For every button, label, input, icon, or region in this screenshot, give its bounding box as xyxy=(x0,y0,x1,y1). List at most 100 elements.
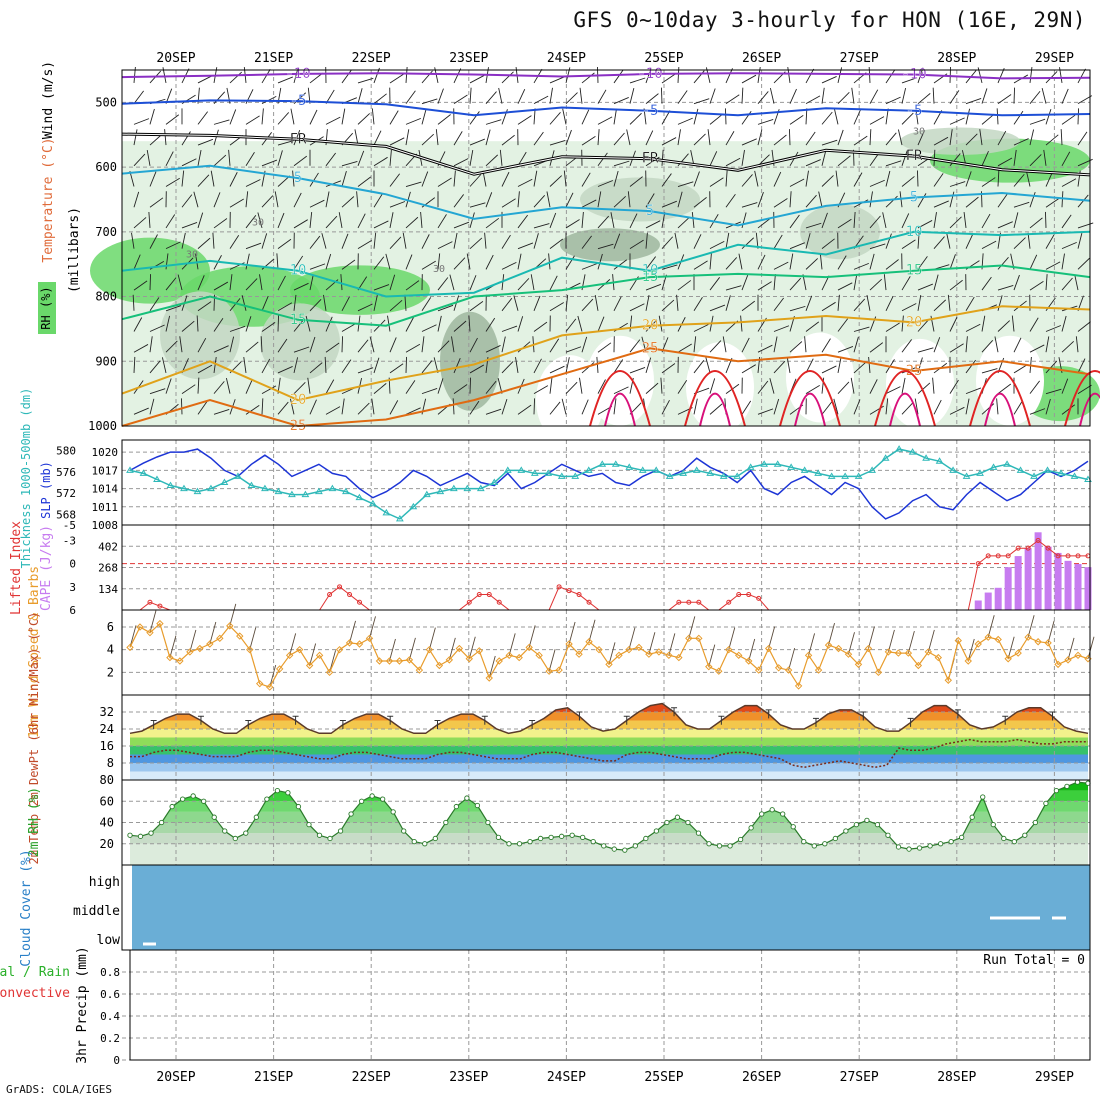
wind-barb xyxy=(501,336,506,353)
wind-barb xyxy=(293,318,305,332)
wind-barb xyxy=(869,278,883,291)
wind-barb xyxy=(1029,344,1045,353)
wind-speed-point xyxy=(315,651,324,660)
wind-speed-point xyxy=(774,664,783,672)
wind-barb-10m xyxy=(309,643,317,666)
wind-barb xyxy=(181,384,196,395)
wind-speed-point xyxy=(555,666,563,674)
cape-tick: 402 xyxy=(98,540,118,553)
wind-barb xyxy=(229,274,233,291)
wind-barb xyxy=(786,357,791,374)
lifted-point xyxy=(1015,545,1021,551)
wind-barb xyxy=(498,87,503,104)
wind-barb xyxy=(501,171,510,187)
wind-barb xyxy=(885,398,889,415)
wind-barb xyxy=(821,365,837,374)
thickness-point xyxy=(773,460,782,467)
wind-barb xyxy=(579,87,583,104)
wind-barb xyxy=(501,398,508,415)
wind-speed-point xyxy=(1024,633,1032,641)
thickness-point xyxy=(679,469,688,476)
wind-barb xyxy=(949,191,955,208)
wind-barb xyxy=(837,381,850,394)
wind-speed-point xyxy=(964,657,972,665)
wind-barb xyxy=(1061,114,1076,125)
wind-barb-10m xyxy=(1007,636,1015,659)
wind-barb xyxy=(821,175,834,187)
wind-barb xyxy=(228,149,231,166)
rh-blob xyxy=(580,177,700,222)
wind-barb xyxy=(629,303,645,312)
wind-barb xyxy=(933,136,949,146)
wind-barb xyxy=(629,239,644,250)
wind-barb xyxy=(357,113,371,125)
rh-2m-point xyxy=(169,803,175,810)
wind-barb xyxy=(371,108,375,125)
wind-speed-point xyxy=(1064,656,1072,664)
rh-2m-point xyxy=(453,803,460,810)
rh-2m-point xyxy=(937,841,944,847)
wind-barb-10m xyxy=(788,647,796,671)
wind-barb xyxy=(769,378,775,394)
wind-barb xyxy=(581,211,584,228)
wind-barb xyxy=(357,213,366,229)
wind-barb xyxy=(325,152,336,167)
wind-barb-10m xyxy=(548,649,556,672)
wind-barb xyxy=(164,129,167,146)
rh-2m-point xyxy=(495,834,502,841)
rh-2m-point xyxy=(811,843,817,849)
date-label-top: 21SEP xyxy=(254,51,293,66)
wind-barb xyxy=(885,195,898,208)
wind-barb xyxy=(949,66,952,83)
wind-barb xyxy=(917,220,933,229)
wind-barb xyxy=(901,213,910,229)
wind-barb xyxy=(469,400,480,415)
wind-barb xyxy=(629,339,641,353)
pressure-tick: 600 xyxy=(95,160,117,174)
wind-speed-point xyxy=(635,643,643,652)
wind-barb xyxy=(805,95,821,105)
wind-barb xyxy=(629,112,642,125)
wind-barb xyxy=(596,356,599,373)
wind-barb xyxy=(196,315,199,332)
wind-barb xyxy=(901,112,914,125)
wind-barb xyxy=(837,294,840,311)
thickness-point xyxy=(949,466,957,473)
wind-barb xyxy=(277,275,286,291)
wind-barb-10m xyxy=(349,620,356,643)
wind-barb xyxy=(305,315,311,332)
wind-barb xyxy=(293,155,308,167)
cape-bar xyxy=(1044,546,1052,610)
thickness-point xyxy=(692,466,701,473)
thickness-point xyxy=(760,460,769,467)
slp-axis-label: SLP (mb) xyxy=(39,461,53,519)
wind-barb xyxy=(837,92,850,104)
isotherm-label: -10 xyxy=(637,66,662,82)
thickness-point xyxy=(571,472,580,479)
wind-barb xyxy=(869,179,885,187)
wind-barb xyxy=(373,256,385,270)
wind-barb xyxy=(261,295,269,311)
temp-band xyxy=(130,729,1088,738)
wind-barb xyxy=(1045,398,1051,415)
wind-barb xyxy=(853,361,867,374)
wind-barb xyxy=(709,177,724,187)
wind-barb xyxy=(613,132,625,146)
wind-speed-point xyxy=(914,661,923,670)
wind-barb-10m xyxy=(508,633,516,656)
wind-barb xyxy=(773,261,789,270)
wind-barb xyxy=(1029,254,1038,270)
wind-barb xyxy=(645,193,655,208)
wind-barb xyxy=(357,77,374,84)
wind-barb-10m xyxy=(748,638,756,662)
wind-tick: 2 xyxy=(107,665,114,679)
wind-barb xyxy=(645,382,659,394)
wind-barb xyxy=(660,87,663,104)
temp-band xyxy=(130,771,1088,780)
wind-barb xyxy=(997,221,1013,229)
wind-barb xyxy=(293,357,299,374)
thickness-point xyxy=(854,472,863,479)
wind-barb xyxy=(277,315,280,332)
pressure-tick: 900 xyxy=(95,354,117,368)
wind-barb xyxy=(213,218,228,229)
